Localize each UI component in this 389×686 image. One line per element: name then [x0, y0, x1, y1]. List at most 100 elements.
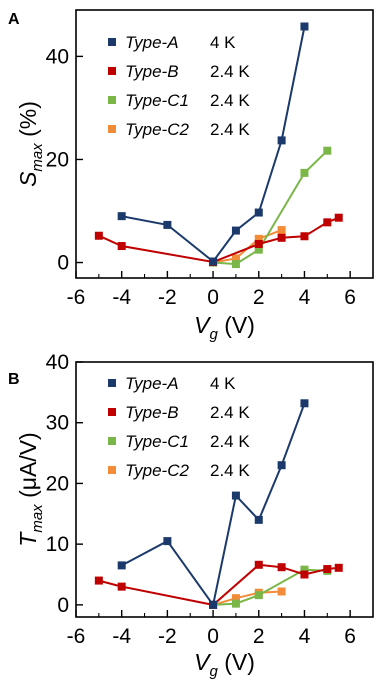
y-tick-label: 20 — [46, 148, 69, 171]
data-point — [277, 461, 286, 470]
series-line — [212, 590, 282, 606]
y-tick-label: 0 — [57, 252, 69, 275]
x-tick-label: -2 — [158, 625, 177, 648]
data-point — [254, 560, 263, 569]
y-tick-label: 10 — [46, 533, 69, 556]
y-axis-label: Tmax (μA/V) — [15, 432, 46, 546]
series-type-c1 — [209, 146, 332, 269]
x-tick-label: 6 — [344, 286, 356, 309]
data-point — [334, 563, 343, 572]
x-tick-label: -6 — [67, 625, 86, 648]
y-tick-label: 40 — [46, 45, 69, 68]
data-point — [277, 587, 286, 596]
y-tick-label: 0 — [57, 594, 69, 617]
data-point — [163, 537, 172, 546]
panel-label: B — [8, 371, 20, 388]
plot-frame — [75, 361, 374, 618]
series-type-a — [117, 399, 309, 609]
legend-marker — [108, 437, 116, 445]
x-tick-label: -4 — [112, 625, 131, 648]
data-point — [231, 599, 240, 608]
legend-series-name: Type-B — [125, 403, 179, 422]
data-point — [300, 22, 309, 31]
legend-marker — [108, 96, 116, 104]
legend: Type-A 4 K Type-B 2.4 K Type-C1 2.4 K Type-C2 2… — [108, 374, 250, 480]
legend-temperature: 2.4 K — [210, 461, 250, 480]
data-point — [300, 168, 309, 177]
data-point — [231, 260, 240, 269]
legend-series-name: Type-A — [125, 374, 179, 393]
legend-series-name: Type-B — [125, 62, 179, 81]
data-point — [323, 218, 332, 227]
data-point — [231, 254, 240, 263]
y-tick-label: 30 — [46, 412, 69, 435]
series-type-c2 — [209, 226, 286, 267]
data-point — [254, 591, 263, 600]
panel-label: A — [8, 11, 20, 28]
plot-frame — [75, 9, 374, 279]
data-point — [277, 226, 286, 235]
data-point — [334, 213, 343, 222]
legend-marker — [108, 38, 116, 46]
legend-temperature: 2.4 K — [210, 120, 250, 139]
chart-panel-B: -6 -4 -2 0 2 4 6 0 10 20 30 40 B Vg (V) Tmax (μA/V) Typ… — [8, 351, 374, 680]
series-type-a — [117, 22, 309, 266]
x-axis-label: Vg (V) — [194, 649, 255, 680]
y-axis-label: Smax (%) — [15, 101, 46, 187]
series-line — [213, 149, 328, 266]
data-point — [254, 515, 263, 524]
data-point — [209, 257, 218, 266]
x-tick-label: -6 — [67, 286, 86, 309]
x-tick-label: 4 — [299, 625, 311, 648]
series-type-b — [94, 213, 343, 267]
data-point — [254, 234, 263, 243]
legend-temperature: 2.4 K — [210, 403, 250, 422]
x-tick-label: 6 — [344, 625, 356, 648]
legend-series-name: Type-C2 — [125, 461, 189, 480]
x-tick-label: -4 — [112, 286, 131, 309]
legend-series-name: Type-C1 — [125, 432, 189, 451]
legend-marker — [108, 125, 116, 133]
legend-marker — [108, 466, 116, 474]
data-point — [231, 226, 240, 235]
x-tick-label: 2 — [253, 625, 265, 648]
data-point — [231, 594, 240, 603]
data-point — [323, 146, 332, 155]
x-tick-label: 0 — [207, 286, 219, 309]
data-point — [300, 565, 309, 574]
legend-series-name: Type-C2 — [125, 120, 189, 139]
data-point — [94, 576, 103, 585]
legend-temperature: 4 K — [210, 33, 236, 52]
data-point — [231, 491, 240, 500]
legend-temperature: 4 K — [210, 374, 236, 393]
data-point — [254, 239, 263, 248]
data-point — [300, 570, 309, 579]
legend: Type-A 4 K Type-B 2.4 K Type-C1 2.4 K Type-C2 2… — [108, 33, 250, 139]
legend-temperature: 2.4 K — [210, 62, 250, 81]
data-point — [277, 136, 286, 145]
x-tick-label: 0 — [207, 625, 219, 648]
data-point — [117, 582, 126, 591]
legend-marker — [108, 408, 116, 416]
data-point — [300, 399, 309, 408]
data-point — [117, 212, 126, 221]
data-point — [254, 245, 263, 254]
x-tick-label: 2 — [253, 286, 265, 309]
x-axis-label: Vg (V) — [194, 312, 255, 343]
x-tick-label: 4 — [299, 286, 311, 309]
data-point — [209, 600, 218, 609]
data-point — [254, 208, 263, 217]
y-tick-label: 20 — [46, 472, 69, 495]
data-point — [117, 242, 126, 251]
data-point — [323, 565, 332, 574]
data-point — [117, 561, 126, 570]
y-tick-label: 40 — [46, 351, 69, 374]
data-point — [94, 231, 103, 240]
data-point — [300, 232, 309, 241]
data-point — [277, 233, 286, 242]
legend-marker — [108, 67, 116, 75]
legend-temperature: 2.4 K — [210, 432, 250, 451]
legend-temperature: 2.4 K — [210, 91, 250, 110]
